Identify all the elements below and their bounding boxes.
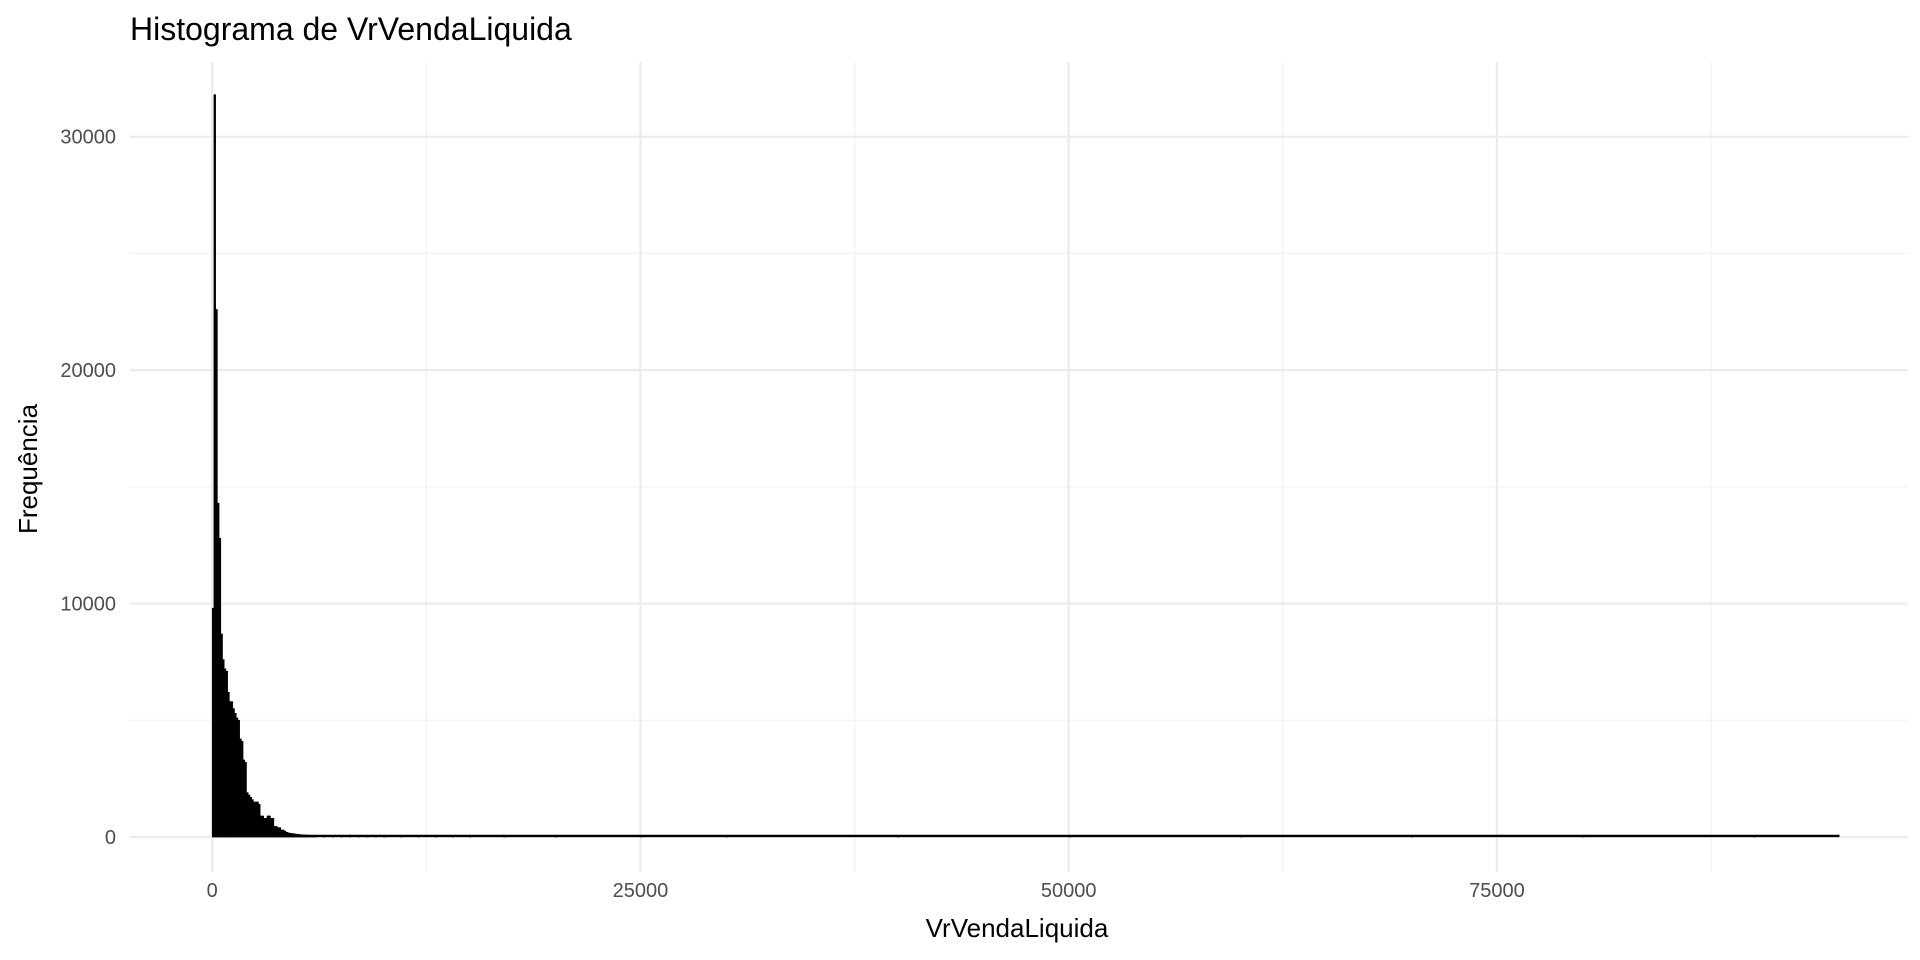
x-axis-tick-labels: 0 25000 50000 75000 <box>207 880 1525 902</box>
chart-title: Histograma de VrVendaLiquida <box>130 11 572 47</box>
y-tick-label: 0 <box>105 827 116 849</box>
y-tick-label: 10000 <box>60 594 116 616</box>
x-tick-label: 25000 <box>613 880 669 902</box>
y-tick-label: 20000 <box>60 360 116 382</box>
x-tick-label: 75000 <box>1469 880 1525 902</box>
grid-lines <box>130 62 1908 872</box>
x-axis-title: VrVendaLiquida <box>926 913 1109 943</box>
x-tick-label: 0 <box>207 880 218 902</box>
y-tick-label: 30000 <box>60 127 116 149</box>
x-tick-label: 50000 <box>1041 880 1097 902</box>
y-axis-tick-labels: 0 10000 20000 30000 <box>60 127 116 849</box>
y-axis-title: Frequência <box>13 403 43 534</box>
histogram-bars <box>211 94 1840 838</box>
